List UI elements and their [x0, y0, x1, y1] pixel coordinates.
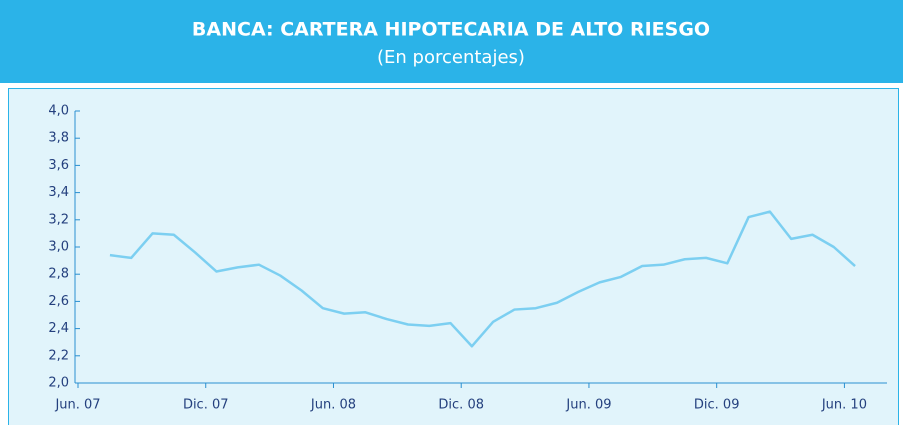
chart-title: BANCA: CARTERA HIPOTECARIA DE ALTO RIESG… — [192, 19, 710, 41]
x-tick-label: Dic. 09 — [694, 398, 740, 413]
y-tick-label: 2,2 — [48, 348, 69, 363]
x-tick-label: Dic. 07 — [183, 398, 229, 413]
y-tick-label: 3,6 — [48, 158, 69, 173]
y-tick-label: 3,2 — [48, 212, 69, 227]
y-tick-label: 3,8 — [48, 131, 69, 146]
y-tick-label: 2,8 — [48, 267, 69, 282]
y-tick-label: 3,4 — [48, 185, 69, 200]
data-line — [109, 210, 856, 348]
y-tick-label: 2,4 — [48, 321, 69, 336]
y-tick-label: 4,0 — [48, 104, 69, 119]
x-tick-label: Jun. 07 — [54, 398, 100, 413]
x-tick-label: Jun. 10 — [821, 398, 867, 413]
y-tick-label: 2,6 — [48, 294, 69, 309]
y-tick-label: 3,0 — [48, 240, 69, 255]
x-tick-label: Dic. 08 — [438, 398, 484, 413]
x-tick-label: Jun. 08 — [310, 398, 356, 413]
y-tick-label: 2,0 — [48, 376, 69, 391]
plot-panel — [8, 88, 899, 425]
x-tick-label: Jun. 09 — [565, 398, 611, 413]
header-band — [0, 0, 903, 83]
chart-subtitle: (En porcentajes) — [377, 47, 525, 68]
